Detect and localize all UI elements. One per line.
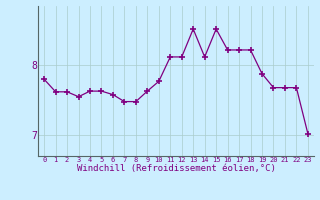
X-axis label: Windchill (Refroidissement éolien,°C): Windchill (Refroidissement éolien,°C) (76, 164, 276, 173)
